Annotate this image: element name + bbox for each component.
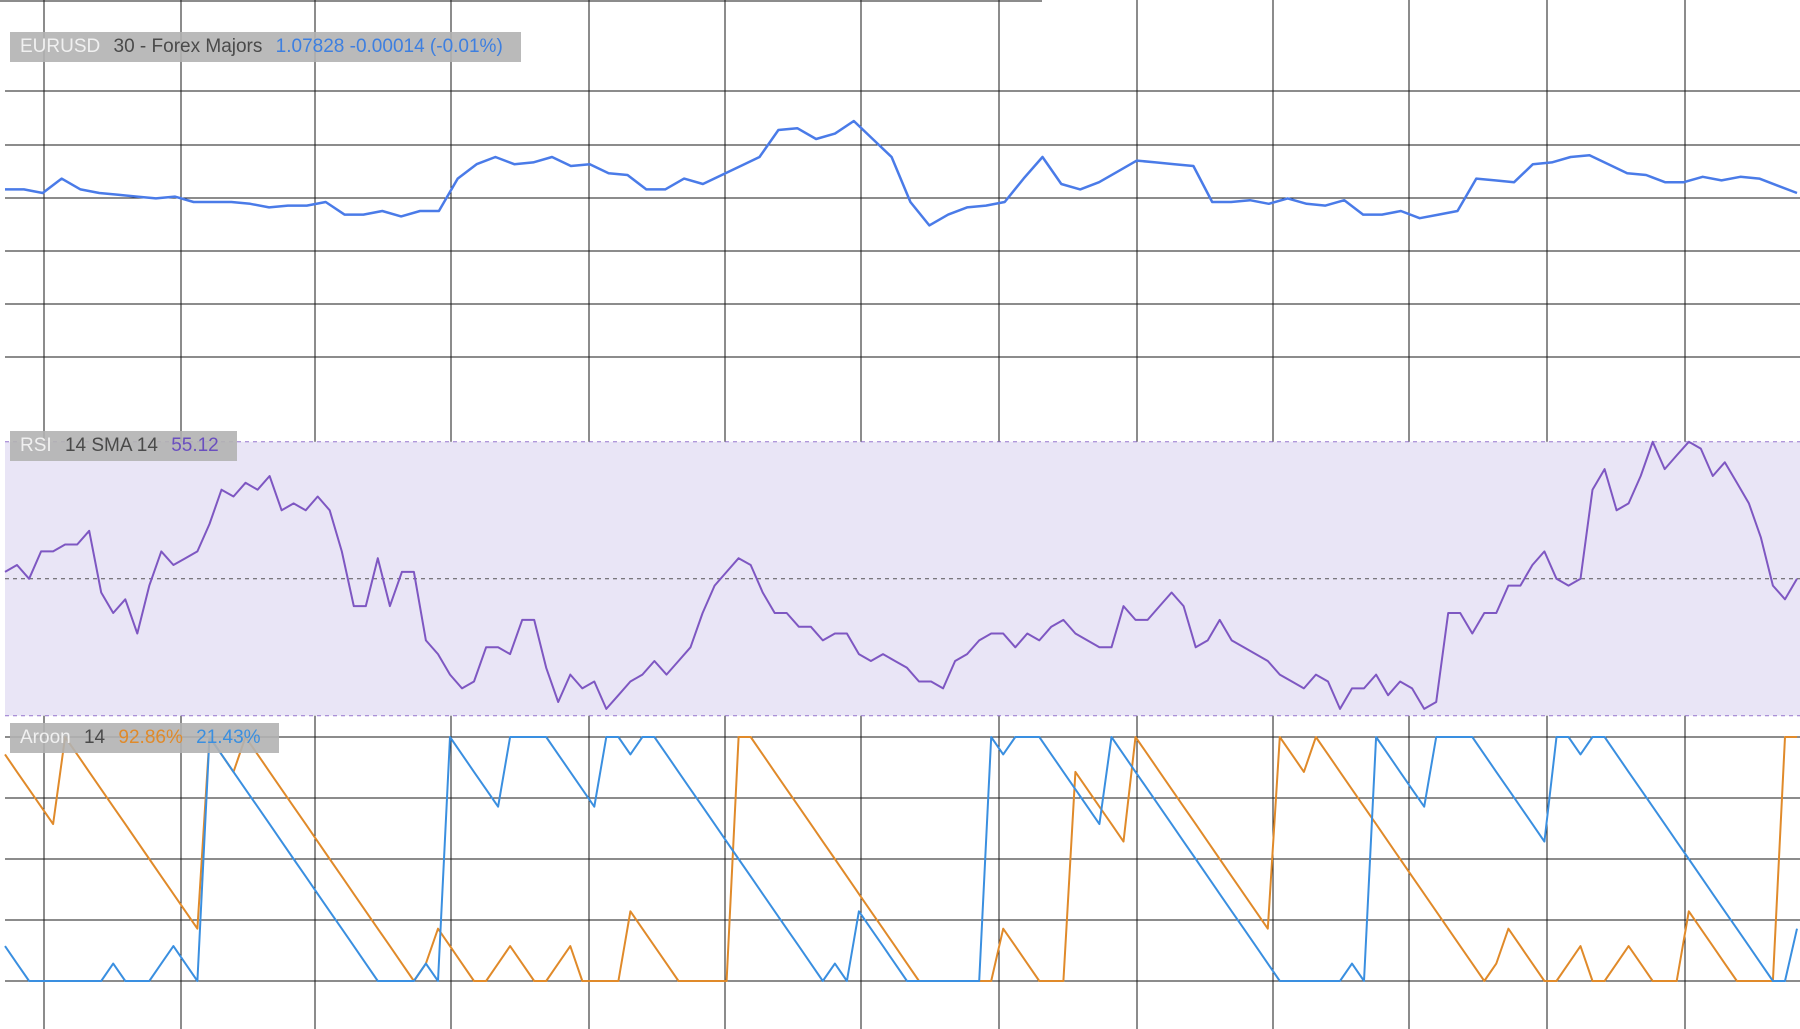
rsi-params: 14 SMA 14 <box>64 435 158 456</box>
rsi-band <box>5 441 1800 717</box>
aroon-legend[interactable]: Aroon 14 92.86% 21.43% <box>10 723 279 753</box>
aroon-up-line <box>4 736 1797 982</box>
aroon-name: Aroon <box>20 727 71 748</box>
rsi-legend[interactable]: RSI 14 SMA 14 55.12 <box>10 431 237 461</box>
rsi-line <box>4 440 1798 710</box>
rsi-value: 55.12 <box>171 435 219 456</box>
rsi-name: RSI <box>20 435 52 456</box>
price-value: 1.07828 -0.00014 (-0.01%) <box>275 36 503 57</box>
aroon-period: 14 <box>83 727 106 748</box>
aroon-up-value: 92.86% <box>118 727 183 748</box>
price-legend[interactable]: EURUSD 30 - Forex Majors 1.07828 -0.0001… <box>10 32 521 62</box>
price-line <box>5 119 1798 227</box>
interval-info: 30 - Forex Majors <box>113 36 263 57</box>
symbol-name: EURUSD <box>20 36 101 57</box>
aroon-down-value: 21.43% <box>196 727 261 748</box>
series-lines <box>4 119 1798 982</box>
aroon-down-line <box>4 736 1798 982</box>
